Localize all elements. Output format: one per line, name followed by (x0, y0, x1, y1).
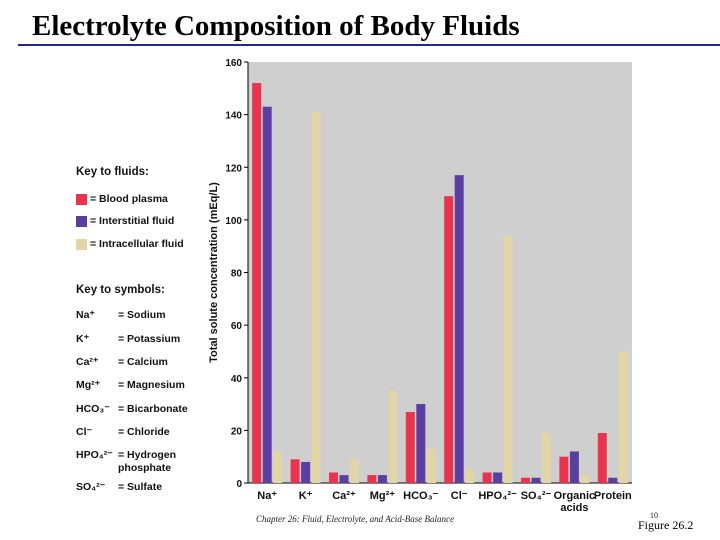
bar-intracellular-fluid (426, 448, 436, 483)
bar-blood-plasma (597, 433, 607, 483)
x-tick-label: Na⁺ (257, 490, 277, 502)
y-tick-label: 80 (231, 269, 243, 280)
x-tick-label-line: Organic (554, 490, 596, 502)
symbol-name: = Sulfate (118, 481, 163, 493)
x-tick-label: Protein (594, 490, 632, 502)
y-tick-label: 60 (231, 321, 243, 332)
blood-plasma-swatch (76, 193, 87, 205)
bar-intracellular-fluid (618, 351, 628, 483)
x-tick-label-line: acids (560, 502, 588, 514)
bar-blood-plasma (367, 475, 377, 483)
bar-interstitial-fluid (339, 475, 349, 483)
symbol: K⁺ (76, 333, 90, 345)
bar-interstitial-fluid (493, 472, 503, 483)
x-tick-label: Ca²⁺ (332, 490, 356, 502)
symbol-name: = Hydrogen phosphate (118, 449, 177, 474)
bar-blood-plasma (405, 411, 415, 483)
bar-intracellular-fluid (542, 433, 551, 483)
bar-intracellular-fluid (273, 451, 283, 483)
bar-blood-plasma (482, 472, 492, 483)
x-tick-label: HCO₃⁻ (403, 490, 439, 502)
x-tick-label: K⁺ (299, 490, 313, 502)
y-tick-label: 20 (231, 426, 243, 437)
legend-label: = Interstitial fluid (90, 215, 175, 227)
bar-blood-plasma (521, 477, 530, 483)
bar-intracellular-fluid (350, 459, 359, 483)
legend-item-intracellular-fluid: = Intracellular fluid (76, 238, 184, 250)
y-tick-label: 40 (231, 374, 243, 385)
bar-blood-plasma (559, 456, 569, 483)
symbol: Ca²⁺ (76, 356, 99, 368)
symbol: Na⁺ (76, 309, 95, 321)
bar-intracellular-fluid (388, 390, 398, 483)
x-tick-label: Organic acids (554, 490, 596, 514)
x-tick-label: HPO₄²⁻ (478, 490, 517, 502)
x-tick-label: Mg²⁺ (370, 490, 396, 502)
bar-interstitial-fluid (454, 175, 464, 484)
symbol: HCO₃⁻ (76, 403, 110, 415)
bar-interstitial-fluid (301, 461, 311, 483)
bar-interstitial-fluid (569, 451, 579, 483)
bar-interstitial-fluid (416, 404, 426, 483)
symbol: SO₄²⁻ (76, 481, 106, 493)
symbols-key-heading: Key to symbols: (76, 284, 165, 296)
plot-area (248, 62, 632, 483)
bar-interstitial-fluid (377, 475, 387, 483)
symbol-name: = Chloride (118, 426, 170, 438)
bar-interstitial-fluid (262, 106, 272, 483)
y-axis-title: Total solute concentration (mEq/L) (208, 182, 220, 363)
symbol-name: = Bicarbonate (118, 403, 188, 415)
y-tick-label: 0 (236, 479, 242, 490)
x-tick-label: Cl⁻ (451, 490, 468, 502)
fluids-key-heading: Key to fluids: (76, 166, 149, 178)
bar-blood-plasma (252, 83, 262, 484)
bar-blood-plasma (329, 472, 338, 483)
bar-intracellular-fluid (465, 469, 475, 483)
bar-blood-plasma (290, 459, 300, 483)
intracellular-fluid-swatch (76, 238, 87, 250)
legend-item-blood-plasma: = Blood plasma (76, 193, 168, 205)
symbol: Cl⁻ (76, 426, 93, 438)
legend-label: = Intracellular fluid (90, 238, 184, 250)
symbol: Mg²⁺ (76, 379, 101, 391)
legend-label: = Blood plasma (90, 193, 168, 205)
symbol-name: = Potassium (118, 333, 181, 345)
title-underline (18, 44, 720, 46)
y-tick-label: 100 (225, 216, 242, 227)
bar-blood-plasma (444, 196, 454, 483)
slide-title: Electrolyte Composition of Body Fluids (32, 10, 520, 42)
x-tick-label: SO₄²⁻ (521, 490, 552, 502)
bar-interstitial-fluid (608, 477, 618, 483)
y-tick-label: 140 (225, 111, 242, 122)
legend-item-interstitial-fluid: = Interstitial fluid (76, 215, 174, 227)
bar-intracellular-fluid (580, 475, 590, 483)
y-tick-label: 160 (225, 58, 242, 69)
bar-interstitial-fluid (531, 477, 541, 483)
bar-intracellular-fluid (311, 111, 321, 484)
figure-label: Figure 26.2 (638, 518, 694, 532)
slide-footer: Chapter 26: Fluid, Electrolyte, and Acid… (256, 514, 454, 524)
symbol: HPO₄²⁻ (76, 449, 113, 461)
interstitial-fluid-swatch (76, 215, 87, 227)
symbol-name: = Magnesium (118, 379, 185, 391)
bar-intracellular-fluid (503, 235, 513, 483)
symbol-name: = Sodium (118, 309, 166, 321)
symbol-name: = Calcium (118, 356, 168, 368)
page-number: 10 (650, 511, 658, 520)
y-tick-label: 120 (225, 163, 242, 174)
